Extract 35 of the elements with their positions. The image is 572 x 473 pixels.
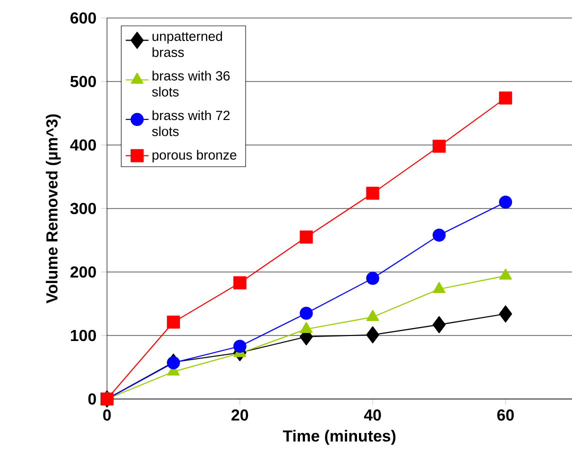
point — [499, 305, 512, 322]
y-tick-label: 0 — [88, 393, 96, 405]
x-tick-label: 60 — [497, 409, 514, 421]
point — [300, 306, 313, 320]
point — [166, 316, 180, 329]
point — [366, 310, 380, 321]
y-tick-label: 500 — [70, 76, 96, 88]
legend-label: porous bronze — [152, 150, 236, 162]
point — [366, 272, 380, 285]
legend-label: unpatterned brass — [152, 31, 222, 58]
y-axis-title: Volume Removed (µm^3) — [46, 114, 61, 304]
y-tick-label: 200 — [70, 266, 96, 278]
point — [233, 276, 246, 290]
point — [432, 316, 446, 334]
point — [233, 340, 246, 353]
y-tick-label: 300 — [70, 202, 96, 214]
point — [366, 186, 380, 200]
x-tick-label: 20 — [232, 409, 248, 421]
legend-label: brass with 36 slots — [152, 70, 230, 97]
x-tick-label: 0 — [103, 409, 111, 421]
point — [432, 228, 446, 242]
point — [499, 268, 512, 280]
point — [432, 140, 446, 153]
y-tick-label: 600 — [70, 12, 96, 24]
legend-label: brass with 72 slots — [152, 110, 230, 136]
y-tick-label: 100 — [70, 330, 96, 342]
point — [499, 196, 512, 209]
x-axis-title: Time (minutes) — [282, 430, 396, 445]
point — [499, 91, 512, 105]
y-tick-label: 400 — [70, 139, 96, 151]
point — [166, 356, 180, 370]
point — [300, 230, 313, 244]
x-tick-label: 40 — [364, 409, 381, 421]
point — [300, 322, 313, 334]
point — [366, 326, 380, 344]
